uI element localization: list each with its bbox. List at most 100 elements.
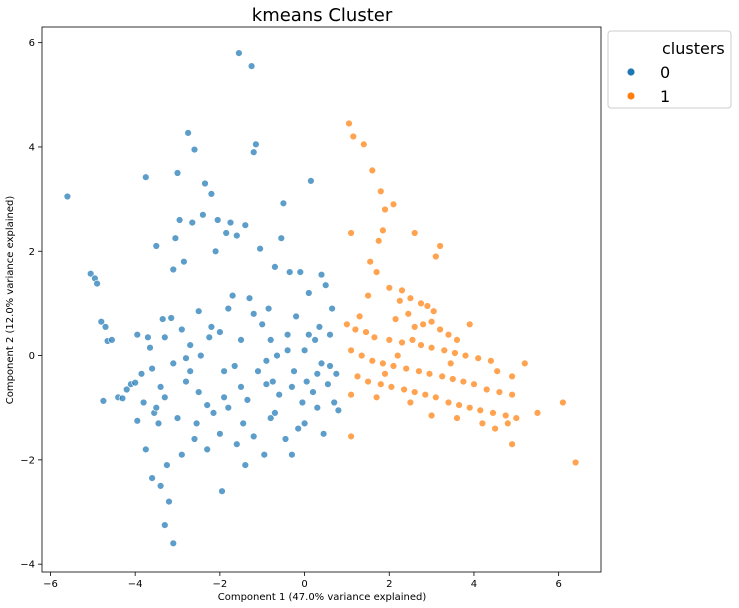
legend-label-1: 1	[660, 87, 670, 106]
point-cluster-1-56	[470, 380, 478, 388]
point-cluster-1-69	[455, 401, 463, 409]
point-cluster-0-111	[182, 354, 190, 362]
point-cluster-0-127	[186, 367, 194, 375]
point-cluster-1-85	[571, 458, 580, 467]
point-cluster-1-27	[419, 320, 427, 328]
point-cluster-0-8	[99, 397, 108, 405]
point-cluster-0-79	[275, 391, 283, 399]
point-cluster-1-66	[421, 391, 429, 399]
x-axis-ticks: −6 −4 −2 0 2 4 6	[43, 572, 562, 590]
point-cluster-1-82	[504, 419, 512, 428]
point-cluster-0-73	[262, 357, 271, 365]
point-cluster-0-97	[313, 404, 321, 412]
points-layer	[63, 49, 580, 547]
point-cluster-1-14	[372, 268, 381, 276]
point-cluster-0-11	[122, 385, 131, 394]
point-cluster-0-107	[334, 406, 343, 414]
point-cluster-1-17	[364, 291, 372, 300]
point-cluster-0-27	[165, 497, 173, 506]
point-cluster-0-48	[209, 409, 218, 417]
point-cluster-1-0	[345, 119, 353, 128]
point-cluster-0-26	[163, 461, 171, 469]
point-cluster-0-23	[156, 383, 165, 391]
point-cluster-0-87	[292, 312, 300, 321]
point-cluster-1-61	[364, 377, 372, 386]
point-cluster-1-3	[347, 229, 355, 237]
point-cluster-1-23	[355, 312, 364, 321]
point-cluster-0-80	[277, 234, 285, 242]
point-cluster-1-33	[362, 328, 370, 336]
point-cluster-1-93	[381, 370, 389, 378]
point-cluster-0-96	[311, 336, 319, 344]
x-tick-label: −2	[212, 579, 227, 590]
point-cluster-1-63	[387, 383, 396, 391]
point-cluster-0-105	[330, 398, 338, 407]
point-cluster-1-76	[372, 393, 381, 401]
point-cluster-0-91	[300, 346, 309, 354]
point-cluster-1-70	[466, 404, 474, 412]
point-cluster-0-116	[233, 440, 241, 448]
point-cluster-1-71	[476, 406, 484, 414]
point-cluster-1-80	[478, 419, 487, 428]
point-cluster-0-130	[224, 304, 233, 313]
point-cluster-1-9	[379, 226, 387, 235]
point-cluster-1-54	[449, 375, 457, 383]
point-cluster-1-52	[425, 370, 434, 378]
point-cluster-0-85	[288, 383, 296, 391]
point-cluster-0-22	[154, 419, 163, 428]
chart-title: kmeans Cluster	[252, 5, 393, 26]
y-tick-label: 4	[29, 142, 35, 153]
point-cluster-1-24	[391, 315, 400, 323]
point-cluster-1-92	[394, 351, 402, 360]
point-cluster-0-7	[108, 336, 116, 344]
point-cluster-0-112	[190, 435, 199, 443]
point-cluster-0-49	[211, 247, 220, 256]
y-tick-label: 6	[29, 38, 35, 49]
point-cluster-0-44	[201, 179, 209, 188]
point-cluster-0-129	[207, 323, 216, 331]
point-cluster-0-61	[237, 383, 245, 391]
point-cluster-0-59	[233, 231, 241, 240]
point-cluster-0-114	[216, 430, 224, 438]
point-cluster-1-75	[347, 391, 355, 399]
point-cluster-1-95	[493, 367, 501, 375]
point-cluster-1-20	[417, 299, 425, 308]
point-cluster-1-65	[411, 388, 419, 396]
point-cluster-1-39	[427, 344, 436, 352]
point-cluster-0-115	[220, 393, 228, 401]
x-tick-label: −4	[128, 579, 143, 590]
point-cluster-0-83	[283, 331, 292, 339]
point-cluster-0-17	[144, 333, 152, 341]
point-cluster-1-60	[353, 372, 362, 381]
point-cluster-0-34	[180, 258, 188, 266]
point-cluster-0-100	[319, 430, 328, 438]
point-cluster-0-32	[175, 216, 184, 224]
point-cluster-0-137	[326, 331, 334, 339]
point-cluster-0-45	[203, 401, 211, 409]
point-cluster-1-58	[495, 388, 504, 396]
point-cluster-1-31	[343, 320, 351, 328]
point-cluster-0-42	[197, 351, 205, 360]
point-cluster-0-143	[133, 417, 142, 425]
point-cluster-0-94	[307, 177, 315, 185]
point-cluster-0-30	[171, 234, 180, 242]
point-cluster-0-75	[267, 414, 275, 422]
plot-frame	[41, 26, 602, 573]
point-cluster-0-95	[309, 388, 317, 396]
point-cluster-0-136	[317, 359, 326, 368]
x-tick-label: 6	[555, 579, 561, 590]
point-cluster-1-89	[508, 372, 516, 381]
point-cluster-0-81	[279, 199, 288, 208]
point-cluster-0-123	[313, 370, 321, 378]
point-cluster-0-118	[250, 432, 258, 441]
point-cluster-0-57	[228, 291, 237, 300]
point-cluster-1-18	[396, 297, 404, 305]
point-cluster-0-53	[220, 367, 228, 375]
point-cluster-0-122	[300, 419, 309, 428]
point-cluster-0-10	[118, 394, 127, 402]
point-cluster-1-11	[436, 242, 444, 250]
point-cluster-0-29	[169, 265, 178, 274]
point-cluster-0-71	[258, 320, 266, 328]
point-cluster-0-60	[235, 49, 243, 57]
point-cluster-1-77	[406, 398, 415, 407]
